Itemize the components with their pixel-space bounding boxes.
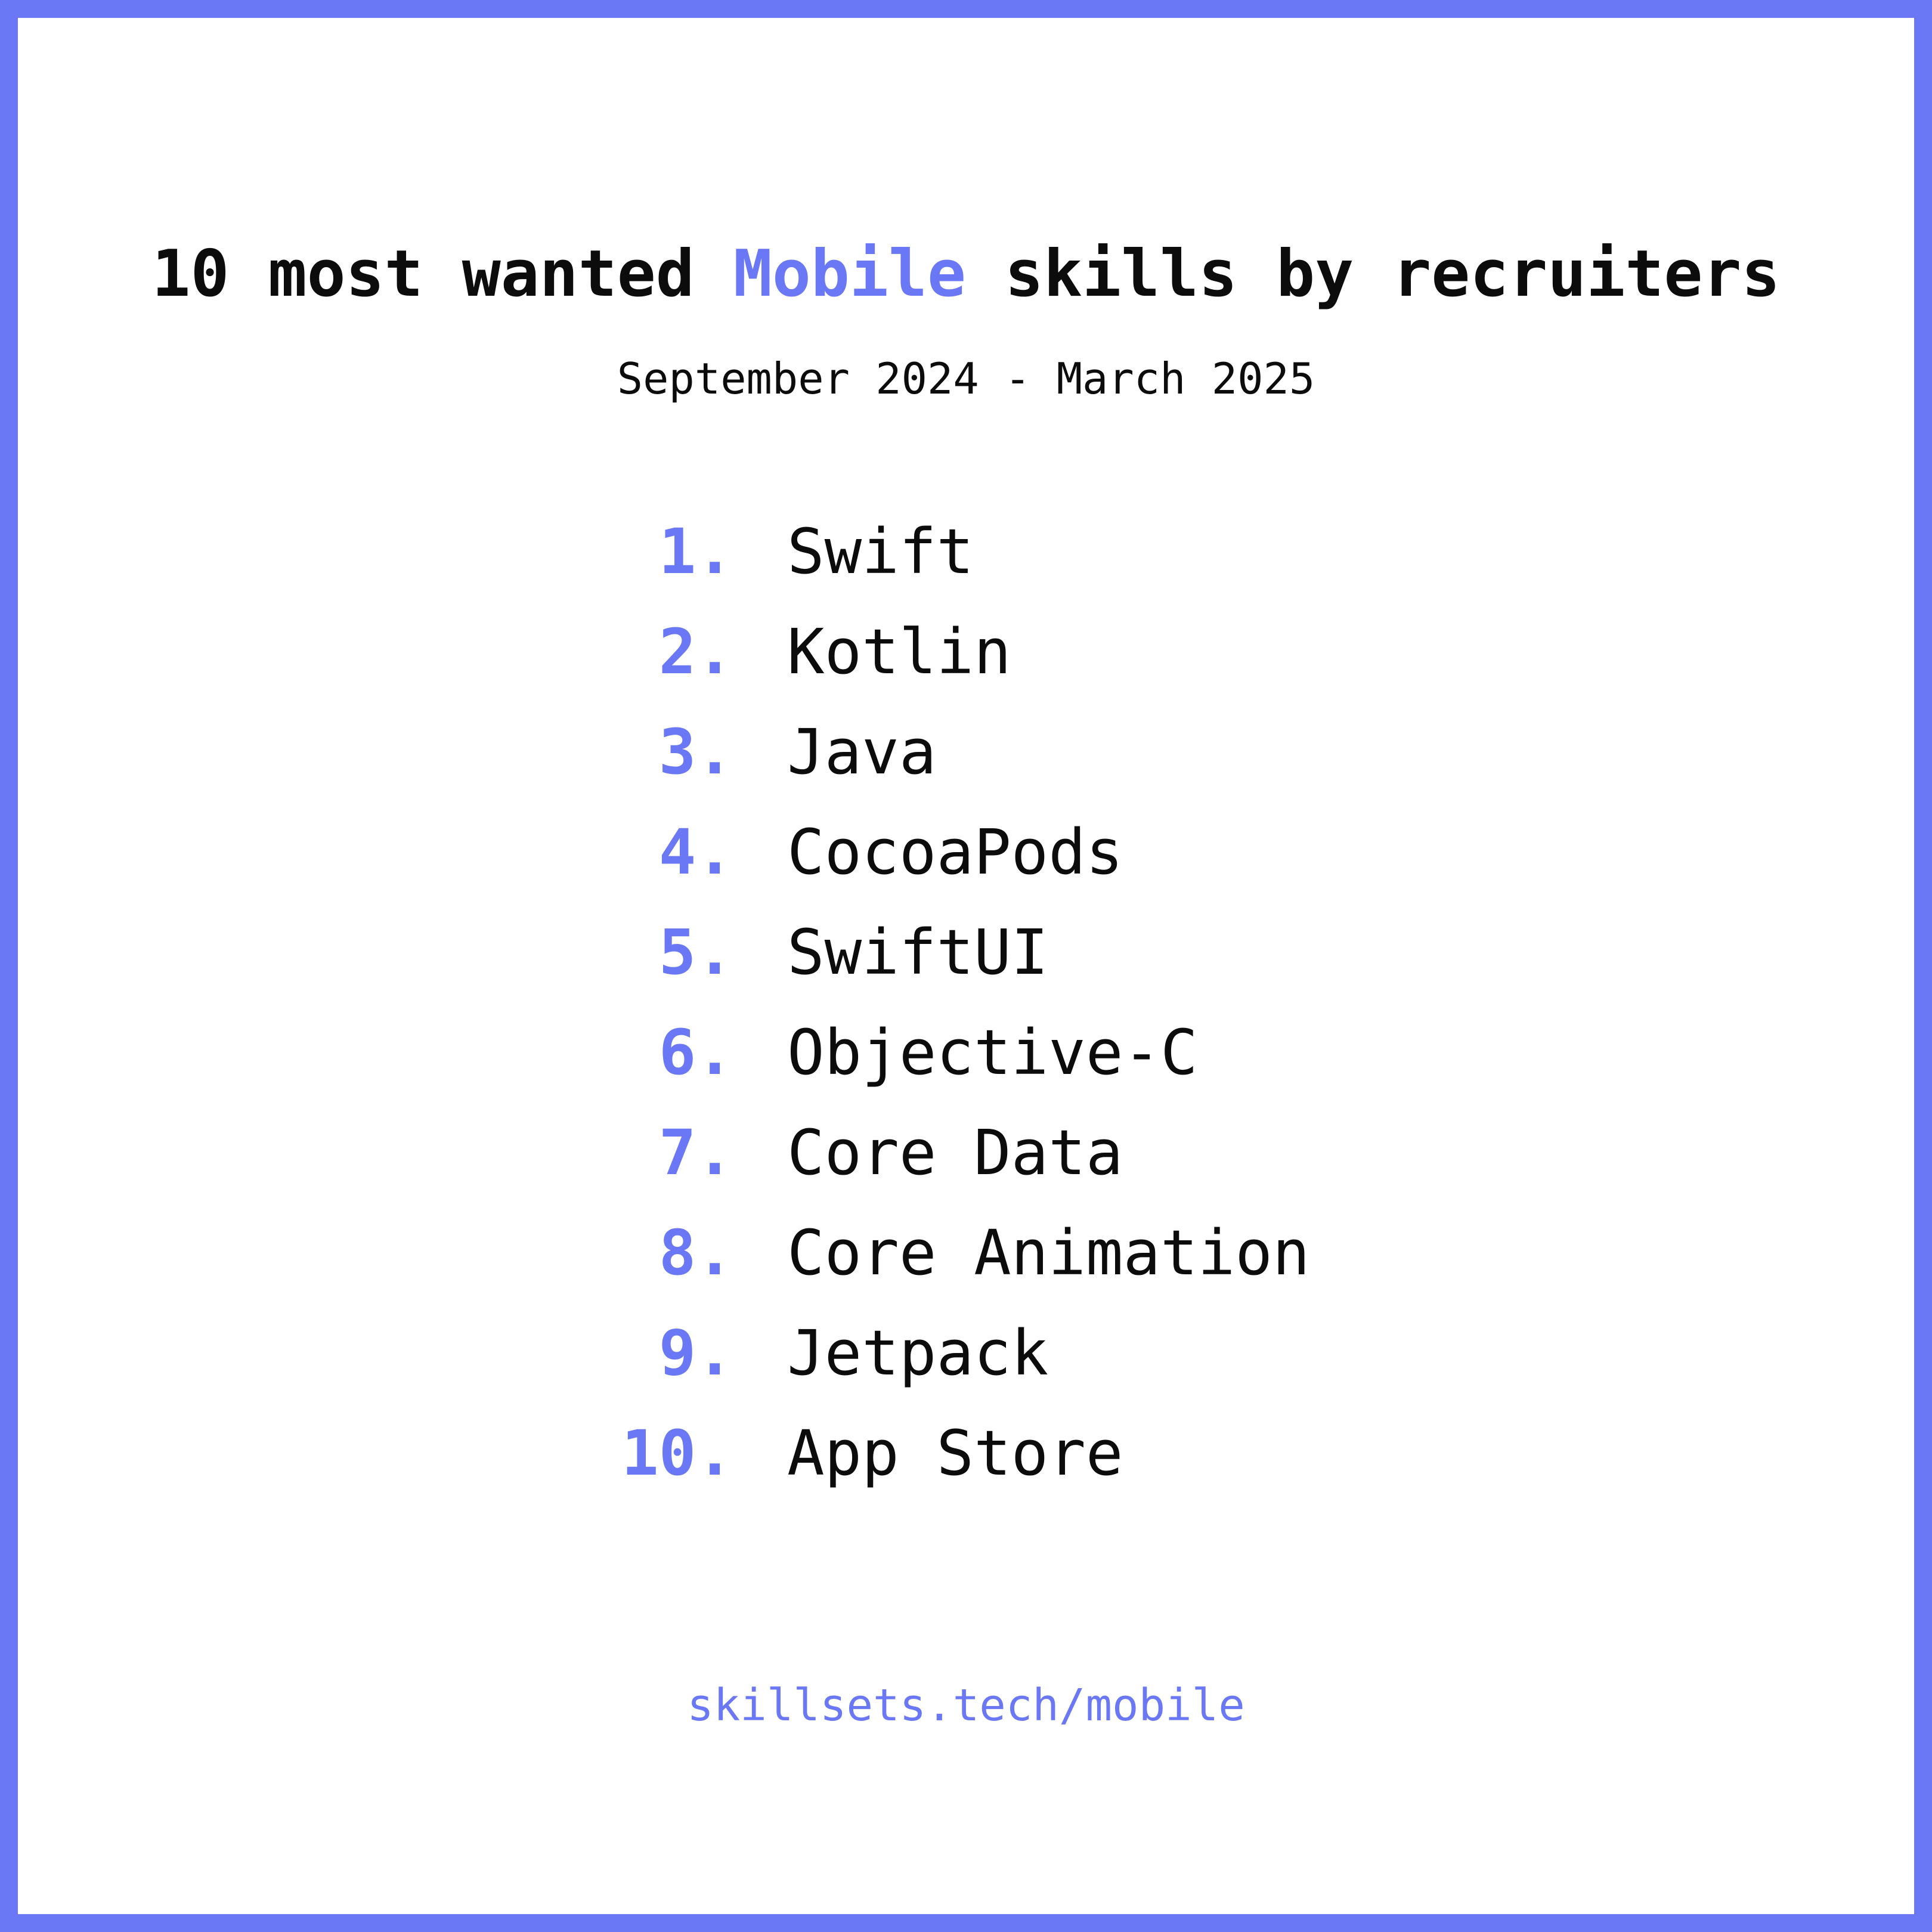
title-highlight: Mobile xyxy=(733,237,966,311)
skill-name: SwiftUI xyxy=(787,916,1049,989)
skill-item: 5. SwiftUI xyxy=(18,917,1914,1017)
skill-item: 10. App Store xyxy=(18,1417,1914,1518)
skill-item: 3. Java xyxy=(18,716,1914,816)
skill-item: 6. Objective-C xyxy=(18,1017,1914,1117)
skill-rank: 2. xyxy=(658,615,733,688)
skill-item: 4. CocoaPods xyxy=(18,816,1914,917)
date-range-subtitle: September 2024 - March 2025 xyxy=(617,354,1315,404)
skill-rank: 1. xyxy=(658,515,733,588)
skill-rank: 4. xyxy=(658,816,733,888)
footer: skillsets.tech/mobile xyxy=(18,1679,1914,1732)
skill-name: App Store xyxy=(787,1417,1123,1490)
skill-name: Java xyxy=(787,716,937,788)
skill-rank: 6. xyxy=(658,1016,733,1089)
skill-name: Kotlin xyxy=(787,615,1011,688)
page-title: 10 most wanted Mobile skills by recruite… xyxy=(18,233,1914,316)
skill-rank: 10. xyxy=(621,1417,733,1490)
skill-item: 9. Jetpack xyxy=(18,1317,1914,1417)
source-link[interactable]: skillsets.tech/mobile xyxy=(687,1680,1245,1731)
skill-name: Objective-C xyxy=(787,1016,1198,1089)
skill-item: 1. Swift xyxy=(18,516,1914,616)
skill-rank: 8. xyxy=(658,1216,733,1289)
title-prefix: 10 most wanted xyxy=(151,237,733,311)
skills-list: 1. Swift 2. Kotlin 3. Java 4. CocoaPods … xyxy=(18,516,1914,1518)
skill-name: Core Animation xyxy=(787,1216,1310,1289)
skill-item: 7. Core Data xyxy=(18,1117,1914,1217)
skill-item: 8. Core Animation xyxy=(18,1217,1914,1317)
skill-name: Swift xyxy=(787,515,974,588)
skill-rank: 3. xyxy=(658,716,733,788)
skill-name: Core Data xyxy=(787,1116,1123,1189)
skill-item: 2. Kotlin xyxy=(18,616,1914,716)
skill-rank: 5. xyxy=(658,916,733,989)
skill-name: CocoaPods xyxy=(787,816,1123,888)
skill-rank: 7. xyxy=(658,1116,733,1189)
title-suffix: skills by recruiters xyxy=(966,237,1781,311)
skill-name: Jetpack xyxy=(787,1317,1049,1389)
skill-rank: 9. xyxy=(658,1317,733,1389)
